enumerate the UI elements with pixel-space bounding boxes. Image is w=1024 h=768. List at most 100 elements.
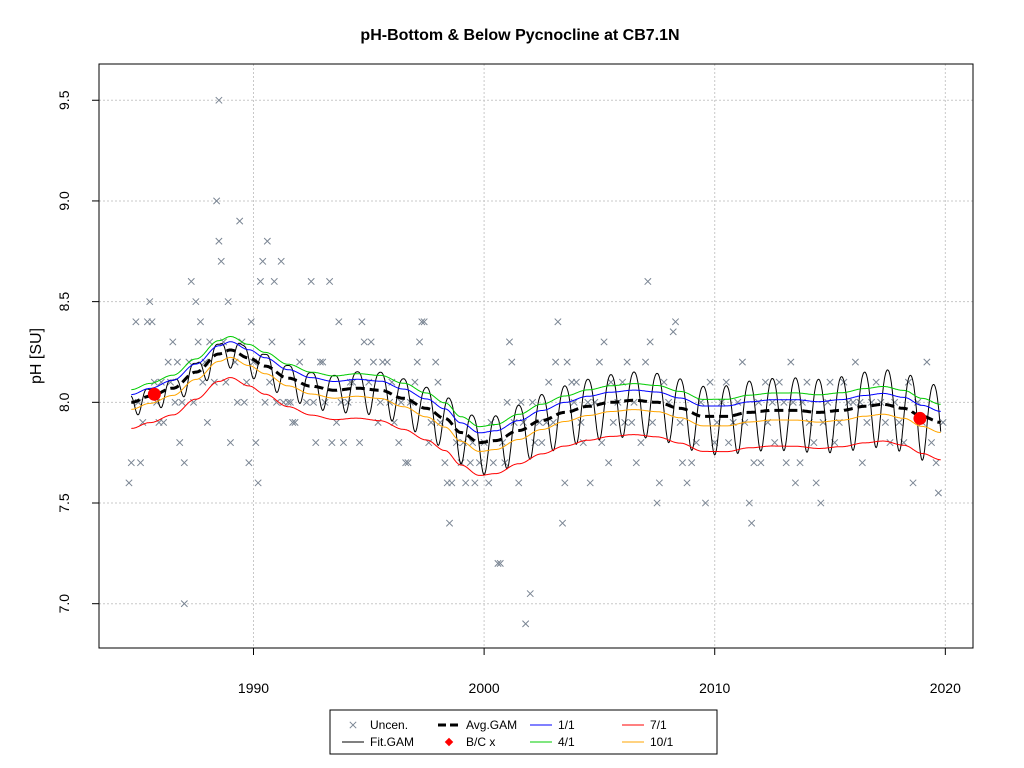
data-point-uncensored <box>245 459 253 467</box>
data-point-uncensored <box>485 479 493 487</box>
y-tick-label: 9.5 <box>56 90 72 110</box>
data-point-uncensored <box>688 459 696 467</box>
data-point-uncensored <box>397 398 405 406</box>
data-point-uncensored <box>296 358 304 366</box>
data-point-uncensored <box>344 398 352 406</box>
data-point-uncensored <box>316 358 324 366</box>
series-line-1-1 <box>131 341 941 434</box>
legend-label-bc: B/C x <box>466 735 495 749</box>
data-point-uncensored <box>628 418 636 427</box>
data-point-uncensored <box>761 378 770 386</box>
data-point-uncensored <box>226 439 234 447</box>
data-point-uncensored <box>939 418 947 427</box>
data-point-uncensored <box>289 418 297 427</box>
data-point-uncensored <box>782 459 790 467</box>
data-point-uncensored <box>881 418 889 427</box>
data-point-uncensored <box>259 257 267 265</box>
data-point-uncensored <box>169 338 177 346</box>
x-tick-label: 2020 <box>930 680 961 696</box>
data-point-uncensored <box>369 358 377 366</box>
y-axis-title: pH [SU] <box>28 328 45 384</box>
data-point-uncensored <box>402 459 410 467</box>
legend-item-uncen: Uncen. <box>349 718 408 732</box>
data-point-uncensored <box>671 318 680 326</box>
data-point-uncensored <box>526 590 534 598</box>
data-point-uncensored <box>448 479 456 487</box>
legend-item-d7: 7/1 <box>622 718 667 732</box>
chart-title: pH-Bottom & Below Pycnocline at CB7.1N <box>360 27 679 44</box>
data-point-uncensored <box>607 378 615 386</box>
data-point-uncensored <box>561 479 569 487</box>
data-point-uncensored <box>266 378 274 386</box>
data-point-uncensored <box>605 459 613 467</box>
legend-box <box>329 709 718 755</box>
data-point-uncensored <box>851 358 859 366</box>
data-point-uncensored <box>669 328 677 336</box>
data-point-uncensored <box>224 298 232 306</box>
data-point-uncensored <box>552 358 560 366</box>
y-tick-label: 7.5 <box>56 493 72 513</box>
data-point-uncensored <box>261 398 269 406</box>
data-point-uncensored <box>415 338 424 346</box>
data-point-uncensored <box>637 439 645 447</box>
data-point-uncensored <box>180 459 188 467</box>
y-tick-label: 8.0 <box>56 392 72 412</box>
data-point-uncensored <box>252 439 260 447</box>
data-point-uncensored <box>598 439 606 447</box>
series-line-fit-gam <box>130 342 942 476</box>
x-tick-label: 2010 <box>699 680 730 696</box>
data-point-uncensored <box>706 378 714 386</box>
data-point-uncensored <box>256 277 264 286</box>
legend-label-avg: Avg.GAM <box>466 718 517 732</box>
data-point-uncensored <box>683 479 691 487</box>
data-point-uncensored <box>376 398 384 406</box>
y-axis: 7.0 7.5 8.0 8.5 9.0 9.5 <box>56 90 99 613</box>
data-point-uncensored <box>858 459 866 467</box>
data-point-uncensored <box>471 479 479 487</box>
legend-item-d4: 4/1 <box>530 735 575 749</box>
data-point-uncensored <box>503 398 511 406</box>
data-point-uncensored <box>701 499 710 507</box>
y-tick-label: 9.0 <box>56 191 72 211</box>
data-point-uncensored <box>383 358 391 366</box>
data-point-uncensored <box>909 479 917 487</box>
data-point-uncensored <box>418 318 426 326</box>
data-point-uncensored <box>891 398 899 406</box>
data-point-uncensored <box>335 318 343 326</box>
y-tick-label: 8.5 <box>56 292 72 312</box>
data-point-uncensored <box>273 398 281 406</box>
data-point-uncensored <box>173 358 181 366</box>
data-point-uncensored <box>411 378 419 386</box>
data-point-uncensored <box>199 378 207 386</box>
data-point-uncensored <box>312 439 320 447</box>
data-point-uncensored <box>432 358 440 366</box>
data-point-uncensored <box>164 358 172 366</box>
data-point-uncensored <box>791 479 799 487</box>
legend-item-avg: Avg.GAM <box>438 718 517 732</box>
data-point-uncensored <box>586 479 594 487</box>
data-point-uncensored <box>563 358 571 366</box>
data-point-uncensored <box>132 318 140 326</box>
data-point-uncensored <box>595 358 603 366</box>
data-point-uncensored <box>923 358 931 366</box>
data-point-uncensored <box>771 439 779 447</box>
data-point-uncensored <box>775 378 783 386</box>
data-point-bc <box>913 411 927 425</box>
series-line-avg-gam <box>131 348 942 445</box>
data-point-uncensored <box>632 459 640 467</box>
data-point-uncensored <box>895 418 903 427</box>
data-point-uncensored <box>319 358 327 366</box>
legend-item-fit: Fit.GAM <box>342 735 414 749</box>
data-point-uncensored <box>856 398 864 406</box>
legend-item-d1: 1/1 <box>530 718 575 732</box>
data-point-uncensored <box>462 479 470 487</box>
data-point-uncensored <box>676 418 684 427</box>
data-point-uncensored <box>641 358 650 366</box>
legend-swatch-uncensored <box>349 721 357 729</box>
x-axis: 1990 2000 2010 2020 <box>238 648 961 696</box>
data-point-uncensored <box>558 519 567 527</box>
data-point-uncensored <box>178 398 186 406</box>
data-point-uncensored <box>353 358 361 366</box>
y-tick-label: 7.0 <box>56 594 72 614</box>
data-point-uncensored <box>284 398 292 406</box>
